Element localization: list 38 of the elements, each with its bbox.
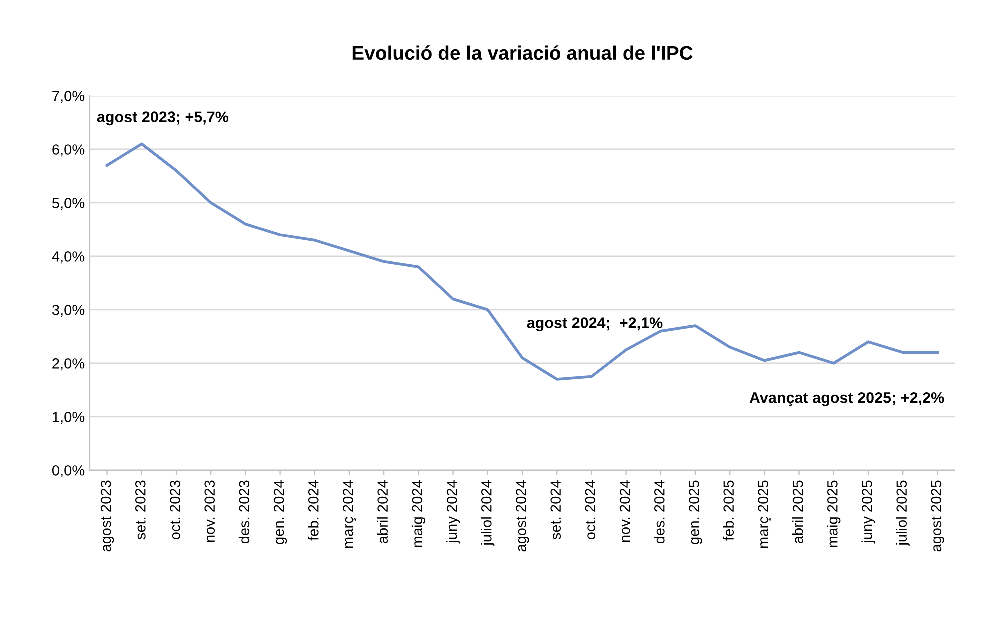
annotation: Avançat agost 2025; +2,2% [750, 392, 944, 406]
x-tick-label: gen. 2024 [274, 480, 288, 544]
y-tick-label: 2,0% [52, 358, 85, 371]
x-tick-label: juliol 2024 [481, 480, 495, 546]
x-tick-label: març 2024 [343, 480, 356, 548]
x-tick-label: març 2025 [758, 480, 772, 548]
x-tick-label: oct. 2023 [170, 480, 180, 540]
x-tick-label: des. 2024 [654, 480, 665, 544]
x-tick-label: agost 2023 [100, 480, 114, 552]
chart-title: Evolució de la variació anual de l'IPC [352, 46, 693, 60]
y-tick-label: 3,0% [52, 305, 85, 318]
line-series [106, 142, 940, 381]
x-tick-label: feb. 2024 [308, 480, 319, 541]
y-tick-label: 1,0% [53, 412, 85, 424]
y-tick-label: 4,0% [52, 252, 85, 264]
x-tick-label: agost 2025 [931, 480, 944, 552]
annotation: agost 2024; +2,1% [527, 318, 663, 332]
x-tick-label: juny 2024 [446, 480, 460, 544]
x-tick-label: maig 2024 [412, 480, 426, 548]
x-tick-label: juliol 2025 [896, 480, 910, 546]
x-tick-label: set. 2024 [550, 480, 562, 540]
x-tick-label: feb. 2025 [723, 480, 734, 541]
annotation: agost 2023; +5,7% [97, 112, 229, 126]
y-tick-label: 6,0% [52, 144, 85, 157]
x-tick-label: abril 2025 [792, 480, 804, 544]
x-tick-label: nov. 2024 [620, 480, 630, 542]
y-tick-label: 0,0% [52, 466, 85, 478]
y-tick-label: 5,0% [52, 198, 85, 210]
x-tick-label: nov. 2023 [204, 480, 216, 542]
x-tick-label: agost 2024 [516, 480, 530, 552]
x-tick-label: set. 2023 [135, 480, 146, 540]
x-tick-label: des. 2023 [238, 480, 250, 544]
x-tick-label: juny 2025 [862, 480, 876, 544]
x-tick-label: gen. 2025 [689, 480, 702, 544]
x-tick-label: oct. 2024 [585, 480, 596, 540]
x-tick-label: abril 2024 [377, 480, 388, 544]
y-tick-label: 7,0% [52, 91, 85, 104]
x-tick-label: maig 2025 [827, 480, 841, 548]
